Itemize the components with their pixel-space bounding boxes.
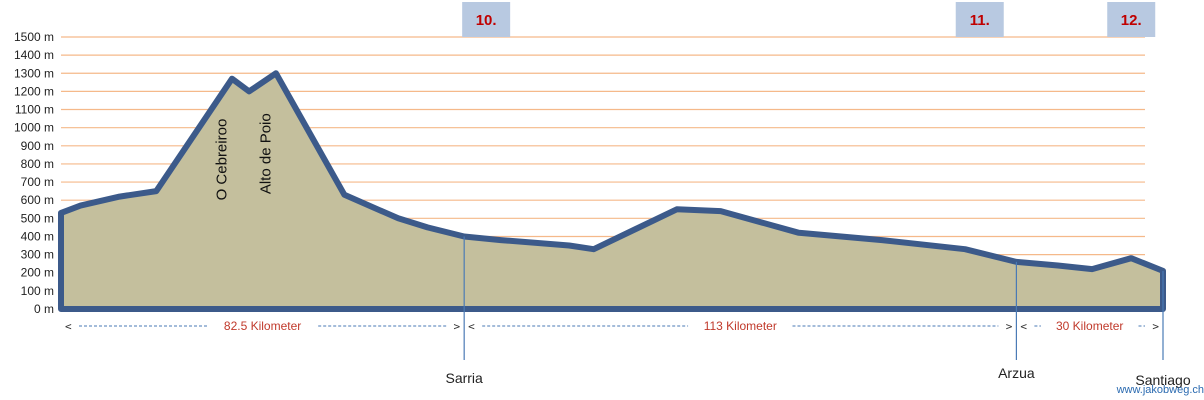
y-tick-label: 1000 m: [14, 121, 54, 135]
y-axis-ticks: 0 m 100 m 200 m 300 m 400 m 500 m 600 m 700 m 80…: [14, 30, 54, 316]
y-tick-label: 100 m: [21, 284, 54, 298]
stage-number: 12.: [1121, 12, 1142, 29]
credit-text: www.jakobweg.ch: [1116, 384, 1204, 396]
segment-distance-label: 113 Kilometer: [704, 319, 777, 333]
y-tick-label: 400 m: [21, 229, 54, 243]
place-markers: Sarria Arzua Santiago: [445, 236, 1191, 388]
segment-end-arrow: >: [1152, 320, 1159, 333]
profile-layer: [58, 70, 1166, 312]
y-tick-label: 1400 m: [14, 48, 54, 62]
y-tick-label: 0 m: [34, 302, 54, 316]
segment-start-arrow: <: [65, 320, 72, 333]
segment-start-arrow: <: [1020, 320, 1027, 333]
stage-number: 11.: [970, 12, 990, 29]
y-tick-label: 1300 m: [14, 66, 54, 80]
y-tick-label: 900 m: [21, 139, 54, 153]
stage-number: 10.: [476, 12, 497, 29]
y-tick-label: 500 m: [21, 211, 54, 225]
y-tick-label: 300 m: [21, 248, 54, 262]
segment-distance-label: 82.5 Kilometer: [224, 319, 301, 333]
stage-markers: 10. 11. 12.: [462, 2, 1156, 37]
y-tick-label: 200 m: [21, 266, 54, 280]
y-tick-label: 1100 m: [15, 103, 54, 117]
peak-labels: O Cebreiroo Alto de Poio: [214, 113, 275, 200]
segment-start-arrow: <: [468, 320, 475, 333]
place-label: Arzua: [998, 365, 1035, 381]
y-tick-label: 700 m: [21, 175, 54, 189]
y-tick-label: 800 m: [21, 157, 54, 171]
segment-end-arrow: >: [1006, 320, 1013, 333]
y-tick-label: 600 m: [21, 193, 54, 207]
peak-label: Alto de Poio: [258, 113, 275, 194]
y-tick-label: 1500 m: [14, 30, 54, 44]
segment-end-arrow: >: [454, 320, 461, 333]
distance-segments: < >82.5 Kilometer < >113 Kilometer < >30 Kilo…: [65, 319, 1159, 333]
segment-distance-label: 30 Kilometer: [1056, 319, 1123, 333]
elevation-area: [58, 70, 1166, 312]
y-tick-label: 1200 m: [14, 84, 54, 98]
peak-label: O Cebreiroo: [214, 119, 231, 201]
stage-box: [1107, 2, 1156, 37]
place-label: Santiago: [1135, 372, 1190, 388]
stage-box: [955, 2, 1004, 37]
place-label: Sarria: [445, 370, 483, 386]
stage-box: [462, 2, 511, 37]
